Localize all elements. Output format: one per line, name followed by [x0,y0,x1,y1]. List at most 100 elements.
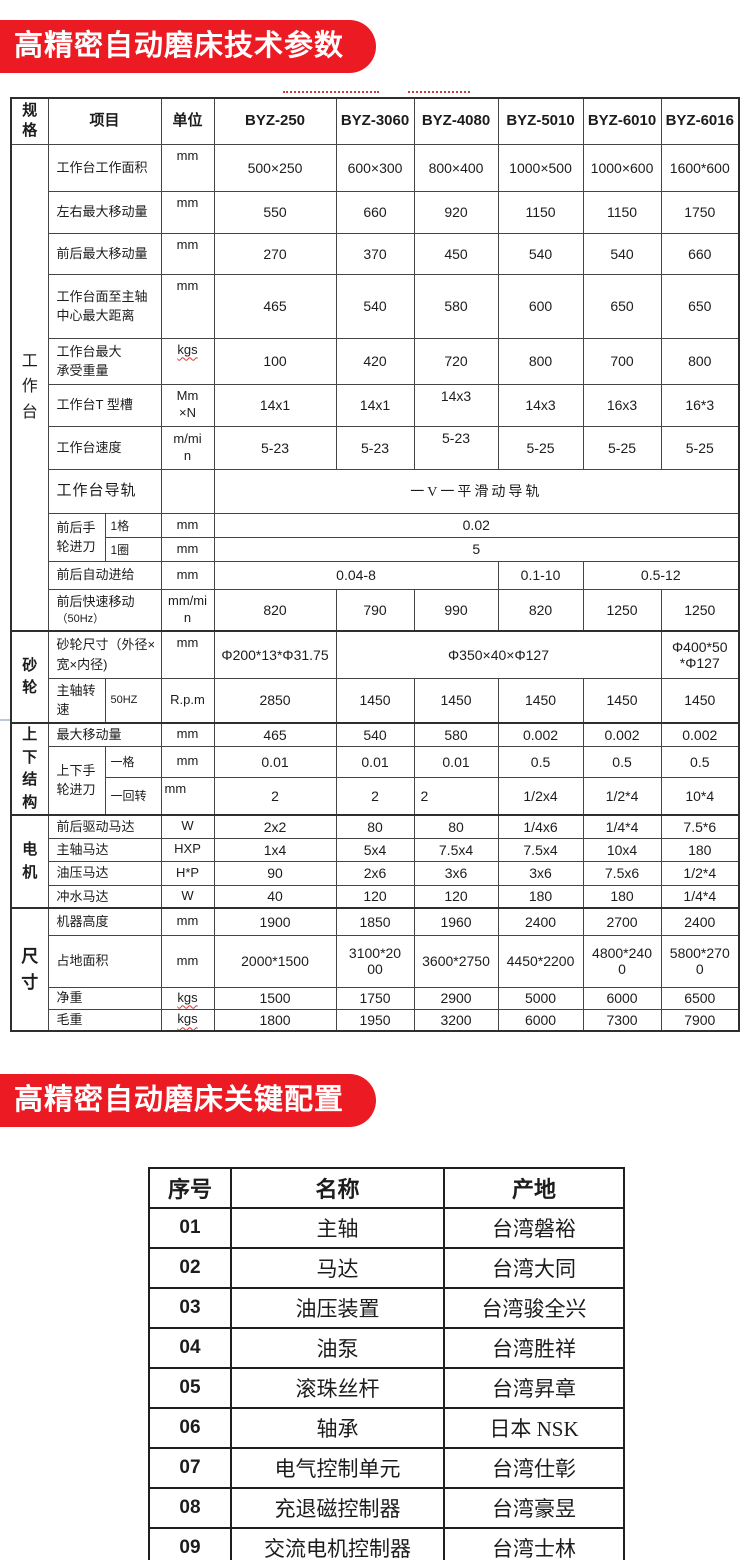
value-cell: 5-23 [213,425,337,470]
value-cell: 2400 [660,907,740,936]
value-cell: 10x4 [582,837,662,862]
config-name: 滚珠丝杆 [230,1367,445,1409]
table-row: 前后快速移动 （50Hz） mm/mi n 820 790 990 820 125… [11,588,740,632]
unit-cell: mm [160,630,215,679]
config-name: 马达 [230,1247,445,1289]
value-cell: 540 [335,273,415,339]
config-row: 04 油泵 台湾胜祥 [148,1327,625,1369]
value-cell: 2000*1500 [213,934,337,988]
unit-cell: mm [160,907,215,936]
table-row: 上 下 结 构 最大移动量 mm 465 540 580 0.002 0.002… [10,722,740,816]
col-header-unit: 单位 [160,97,215,145]
value-cell: 7.5x6 [582,860,662,886]
table-row: 上下手 轮进刀 一格 mm 0.01 0.01 0.01 0.5 0.5 0.5 [11,745,740,816]
value-cell: 720 [413,337,499,385]
value-cell: 660 [660,232,740,275]
unit-cell: mm [160,512,215,538]
table-row: 一回转 mm 2 2 2 1/2x4 1/2*4 10*4 [11,776,740,816]
value-cell: 1450 [660,677,740,724]
unit-cell: mm [160,934,215,988]
unit-cell: mm [160,273,215,339]
row-label: 前后最大移动量 [47,232,162,275]
config-row: 01 主轴 台湾磐裕 [148,1207,625,1249]
grid-artifact-line [0,719,10,721]
value-cell: 3600*2750 [413,934,499,988]
table-row: 主轴转 速 50HZ R.p.m 2850 1450 1450 1450 145… [11,677,740,724]
config-origin: 台湾大同 [443,1247,625,1289]
col-header-model: BYZ-3060 [335,97,415,145]
value-cell: 3200 [413,1008,499,1032]
value-cell: 14x3 [413,383,499,427]
value-cell: 660 [335,190,415,234]
value-cell: 1250 [582,588,662,632]
value-cell: 700 [582,337,662,385]
value-cell: 一V一平滑动导轨 [213,468,740,514]
row-label: 左右最大移动量 [47,190,162,234]
table-row: 1圈 mm 5 [11,536,740,562]
value-cell: 800 [660,337,740,385]
row-label: 毛重 [47,1008,162,1032]
table-row: 前后手 轮进刀 1格 mm 0.02 [11,512,740,562]
value-cell: 820 [497,588,584,632]
unit-cell: kgs [160,337,215,385]
row-label: 前后驱动马达 [47,814,162,839]
config-row: 05 滚珠丝杆 台湾昇章 [148,1367,625,1409]
value-cell: 6500 [660,986,740,1010]
config-origin: 台湾昇章 [443,1367,625,1409]
value-cell: 2x2 [213,814,337,839]
value-cell: 5-23 [413,425,499,470]
value-cell: 0.5 [497,745,584,778]
config-name: 主轴 [230,1207,445,1249]
value-cell: 2400 [497,907,584,936]
row-label: 工作台工作面积 [47,143,162,192]
value-cell: 7.5*6 [660,814,740,839]
value-cell: 1750 [660,190,740,234]
table-row: 工作台T 型槽 Mm ×N 14x1 14x1 14x3 14x3 16x3 1… [11,383,740,427]
unit-cell: R.p.m [160,677,215,724]
value-cell: 16*3 [660,383,740,427]
value-cell: 420 [335,337,415,385]
config-col-name: 名称 [230,1167,445,1209]
table-row: 冲水马达 W 40 120 120 180 180 1/4*4 [11,884,740,909]
config-origin: 台湾胜祥 [443,1327,625,1369]
value-cell: 465 [213,722,337,747]
row-label: 前后手 轮进刀 [47,512,106,562]
unit-cell: mm [160,143,215,192]
table-row: 电 机 前后驱动马达 W 2x2 80 80 1/4x6 1/4*4 7.5*6 [10,814,740,909]
row-label: 机器高度 [47,907,162,936]
value-cell: 1/4x6 [497,814,584,839]
value-cell: 1/4*4 [660,884,740,909]
value-cell: 1/2x4 [497,776,584,816]
table-row: 净重 kgs 1500 1750 2900 5000 6000 6500 [11,986,740,1010]
config-row: 02 马达 台湾大同 [148,1247,625,1289]
value-cell: 790 [335,588,415,632]
value-cell: 0.002 [497,722,584,747]
table-row: 工作台导轨 一V一平滑动导轨 [11,468,740,514]
row-label: 工作台最大 承受重量 [47,337,162,385]
table-row: 工作台面至主轴 中心最大距离 mm 465 540 580 600 650 65… [11,273,740,339]
table-row: 左右最大移动量 mm 550 660 920 1150 1150 1750 [11,190,740,234]
value-cell: 1600*600 [660,143,740,192]
value-cell: 1/2*4 [582,776,662,816]
unit-cell: HXP [160,837,215,862]
value-cell: 1000×500 [497,143,584,192]
unit-cell: W [160,884,215,909]
value-cell: 5x4 [335,837,415,862]
value-cell: 3x6 [497,860,584,886]
value-cell: 1150 [497,190,584,234]
config-name: 油压装置 [230,1287,445,1329]
sub-label: 一格 [104,745,162,778]
table-row: 占地面积 mm 2000*1500 3100*20 00 3600*2750 4… [11,934,740,988]
row-label: 工作台T 型槽 [47,383,162,427]
value-cell: 540 [335,722,415,747]
unit-cell: mm [160,232,215,275]
value-cell: 550 [213,190,337,234]
config-row: 07 电气控制单元 台湾仕彰 [148,1447,625,1489]
value-cell: 2x6 [335,860,415,886]
table-row: 主轴马达 HXP 1x4 5x4 7.5x4 7.5x4 10x4 180 [11,837,740,862]
config-origin: 台湾骏全兴 [443,1287,625,1329]
unit-cell: mm [160,745,215,778]
unit-cell: mm/mi n [160,588,215,632]
value-cell: 370 [335,232,415,275]
